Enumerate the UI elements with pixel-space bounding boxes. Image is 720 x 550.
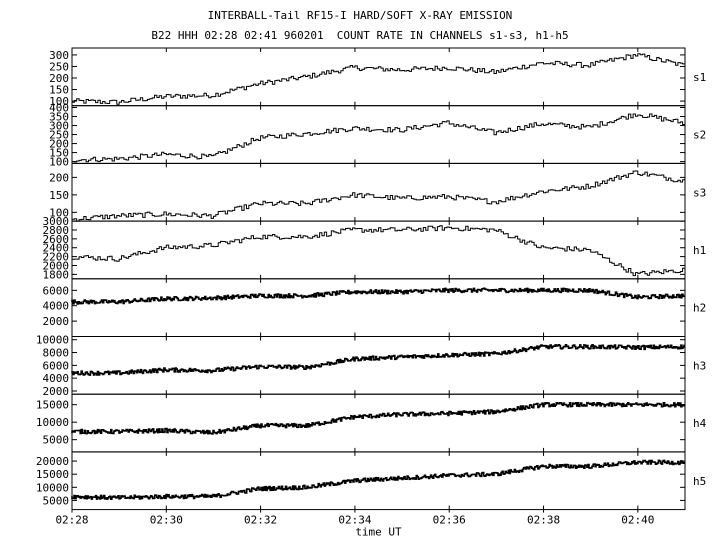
series-line-s1 — [71, 53, 685, 105]
y-tick-label-s2: 150 — [49, 147, 69, 160]
panel-frame-s2 — [71, 105, 686, 164]
x-tick-label: 02:28 — [55, 514, 88, 527]
y-tick-label-s2: 100 — [49, 156, 69, 169]
panel-frame-h2 — [71, 278, 686, 337]
y-tick-label-s3: 100 — [49, 206, 69, 219]
series-line-h4 — [71, 401, 685, 435]
y-tick-label-h1: 1800 — [43, 268, 70, 281]
y-tick-label-h2: 6000 — [43, 284, 70, 297]
y-tick-label-s1: 200 — [49, 72, 69, 85]
y-tick-label-h3: 2000 — [43, 385, 70, 398]
series-label-s1: s1 — [693, 71, 706, 84]
y-tick-label-s2: 400 — [49, 102, 69, 115]
x-tick-label: 02:32 — [244, 514, 277, 527]
y-tick-label-h1: 2200 — [43, 251, 70, 264]
series-label-s2: s2 — [693, 129, 706, 142]
series-label-h5: h5 — [693, 475, 706, 488]
y-tick-label-s1: 100 — [49, 95, 69, 108]
chart-subtitle: B22 HHH 02:28 02:41 960201 COUNT RATE IN… — [151, 29, 569, 42]
y-tick-label-h1: 2800 — [43, 224, 70, 237]
y-tick-label-s2: 300 — [49, 120, 69, 133]
series-label-h4: h4 — [693, 417, 707, 430]
y-tick-label-h1: 2000 — [43, 259, 70, 272]
x-tick-label: 02:38 — [527, 514, 560, 527]
series-line-h5 — [71, 459, 685, 500]
y-tick-label-h4: 5000 — [43, 434, 70, 447]
y-tick-label-h5: 15000 — [36, 468, 69, 481]
x-tick-label: 02:30 — [150, 514, 183, 527]
y-tick-label-h2: 2000 — [43, 315, 70, 328]
y-tick-label-h3: 6000 — [43, 359, 70, 372]
panel-frame-h5 — [71, 451, 686, 511]
y-tick-label-s3: 150 — [49, 189, 69, 202]
x-tick-label: 02:34 — [338, 514, 371, 527]
series-label-h3: h3 — [693, 359, 706, 372]
chart-title: INTERBALL-Tail RF15-I HARD/SOFT X-RAY EM… — [207, 9, 513, 22]
x-axis-label: time UT — [355, 526, 402, 539]
series-label-h1: h1 — [693, 244, 706, 257]
x-tick-label: 02:40 — [621, 514, 654, 527]
x-tick-label: 02:36 — [433, 514, 466, 527]
series-line-s3 — [71, 170, 685, 222]
y-tick-label-h5: 20000 — [36, 455, 69, 468]
y-tick-label-h4: 10000 — [36, 416, 69, 429]
y-tick-label-h1: 2600 — [43, 233, 70, 246]
y-tick-label-h3: 8000 — [43, 347, 70, 360]
y-tick-label-h3: 10000 — [36, 334, 69, 347]
y-tick-label-h5: 10000 — [36, 481, 69, 494]
series-line-s2 — [71, 113, 685, 163]
y-tick-label-s2: 350 — [49, 111, 69, 124]
y-tick-label-s2: 250 — [49, 129, 69, 142]
y-tick-label-s1: 300 — [49, 49, 69, 62]
y-tick-label-s2: 200 — [49, 138, 69, 151]
series-line-h2 — [71, 287, 685, 305]
y-tick-label-h1: 3000 — [43, 215, 70, 228]
series-label-s3: s3 — [693, 186, 706, 199]
y-tick-label-s1: 250 — [49, 60, 69, 73]
y-tick-label-h5: 5000 — [43, 494, 70, 507]
series-line-h1 — [71, 225, 685, 277]
y-tick-label-h4: 15000 — [36, 399, 69, 412]
y-tick-label-s1: 150 — [49, 84, 69, 97]
y-tick-label-h1: 2400 — [43, 242, 70, 255]
y-tick-label-h3: 4000 — [43, 372, 70, 385]
series-line-h3 — [71, 344, 685, 376]
y-tick-label-s3: 200 — [49, 171, 69, 184]
y-tick-label-h2: 4000 — [43, 300, 70, 313]
series-label-h2: h2 — [693, 302, 706, 315]
